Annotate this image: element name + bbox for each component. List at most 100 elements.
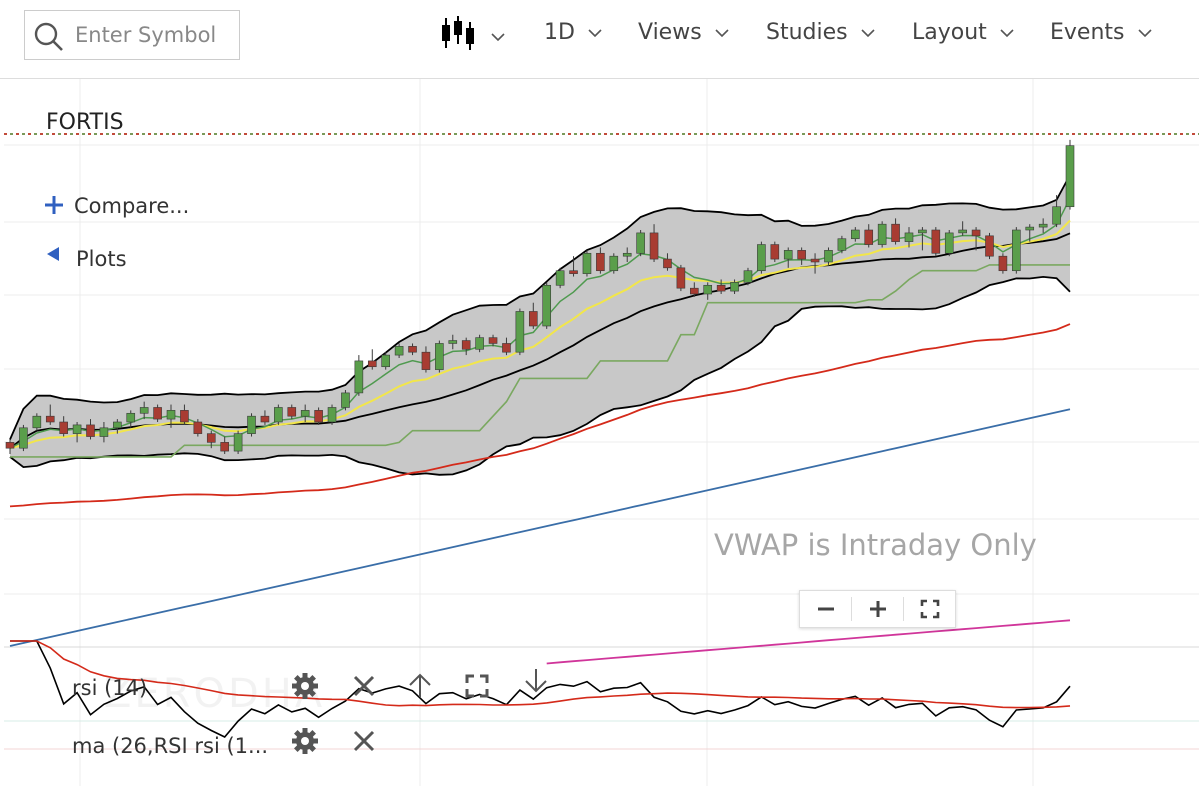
- candle-down: [367, 360, 377, 368]
- candle-down: [260, 415, 270, 423]
- candle-up: [327, 407, 337, 423]
- rsi-panel: [10, 640, 1071, 738]
- candle-down: [676, 267, 686, 289]
- candle-up: [448, 340, 458, 344]
- ma-blue-line: [9, 408, 1071, 647]
- events-menu[interactable]: Events: [1050, 20, 1152, 56]
- candle-down: [649, 232, 659, 260]
- candle-down: [716, 284, 726, 292]
- arrow-up-icon[interactable]: [408, 672, 432, 698]
- candle-up: [1038, 223, 1048, 228]
- chart-type-menu[interactable]: [438, 16, 505, 56]
- candle-down: [488, 337, 498, 344]
- ma-yellow-line: [9, 219, 1071, 450]
- compare-label: Compare...: [74, 194, 190, 218]
- candle-up: [958, 229, 967, 234]
- candle-down: [180, 410, 189, 423]
- compare-button[interactable]: Compare...: [44, 194, 189, 218]
- candle-up: [99, 427, 109, 437]
- candle-down: [770, 244, 780, 260]
- ma-red-line: [9, 323, 1071, 508]
- price-chart[interactable]: ZERODHA: [4, 79, 1199, 786]
- candle-down: [220, 442, 229, 452]
- candle-up: [341, 392, 350, 408]
- plus-icon: [869, 601, 886, 617]
- candle-down: [45, 415, 55, 423]
- candle-down: [5, 442, 15, 449]
- candle-down: [596, 252, 605, 272]
- search-input[interactable]: [75, 19, 235, 51]
- search-box[interactable]: [24, 10, 240, 60]
- close-icon[interactable]: [353, 730, 375, 752]
- candle-down: [86, 424, 95, 437]
- rsi-line: [10, 640, 1071, 738]
- candle-down: [569, 270, 578, 274]
- studies-menu[interactable]: Studies: [766, 20, 875, 56]
- chevron-down-icon: [1000, 29, 1014, 38]
- candle-up: [609, 255, 619, 272]
- candle-down: [502, 343, 511, 353]
- candle-up: [877, 223, 887, 245]
- plots-label: Plots: [76, 247, 127, 271]
- candle-up: [542, 284, 552, 327]
- candle-up: [247, 415, 256, 434]
- fullscreen-icon: [920, 599, 939, 619]
- chevron-down-icon: [1137, 29, 1152, 38]
- plots-button[interactable]: Plots: [44, 246, 127, 271]
- candle-up: [233, 433, 243, 452]
- candle-up: [113, 421, 122, 429]
- candle-down: [528, 311, 538, 327]
- candle-up: [622, 252, 632, 257]
- gear-icon[interactable]: [291, 727, 319, 755]
- candle-up: [126, 412, 136, 423]
- close-icon[interactable]: [353, 675, 375, 697]
- caret-left-icon: [47, 247, 59, 261]
- candle-down: [314, 410, 323, 423]
- gear-icon[interactable]: [291, 672, 319, 700]
- candle-down: [931, 229, 941, 254]
- zoom-out-button[interactable]: [800, 591, 851, 627]
- candle-down: [985, 235, 994, 257]
- candle-down: [663, 258, 672, 269]
- candle-down: [998, 255, 1008, 272]
- ma-panel-label: ma (26,RSI rsi (1...: [72, 734, 269, 758]
- rsi-ma-line: [10, 640, 1071, 709]
- candle-up: [19, 427, 28, 449]
- band-upper-line: [9, 174, 1071, 440]
- plus-icon: [45, 196, 63, 214]
- interval-menu[interactable]: 1D: [544, 20, 602, 56]
- candle-up: [1025, 226, 1035, 231]
- candles: [5, 139, 1075, 454]
- candle-up: [783, 250, 793, 260]
- symbol-label: FORTIS: [46, 110, 124, 135]
- step-line: [10, 264, 1070, 458]
- candle-up: [381, 354, 390, 368]
- candle-up: [636, 232, 645, 254]
- views-menu[interactable]: Views: [638, 20, 729, 56]
- arrow-down-icon[interactable]: [524, 668, 548, 694]
- events-label: Events: [1050, 20, 1125, 45]
- fit-screen-button[interactable]: [904, 591, 955, 627]
- candle-down: [891, 223, 900, 242]
- candle-up: [435, 343, 444, 370]
- candle-up: [475, 337, 484, 350]
- vwap-notice: VWAP is Intraday Only: [714, 528, 1037, 562]
- candle-up: [300, 410, 310, 417]
- candle-down: [971, 229, 981, 237]
- zoom-in-button[interactable]: [852, 591, 903, 627]
- views-label: Views: [638, 20, 702, 45]
- candlestick-icon: [442, 16, 474, 50]
- candle-up: [32, 415, 42, 429]
- candle-down: [153, 407, 162, 420]
- rsi-panel-label: rsi (14): [72, 676, 148, 700]
- candle-up: [166, 410, 176, 420]
- chevron-down-icon: [715, 29, 729, 38]
- candle-up: [851, 229, 860, 240]
- layout-menu[interactable]: Layout: [912, 20, 1014, 56]
- chevron-down-icon: [588, 29, 602, 38]
- candle-up: [1012, 229, 1021, 272]
- expand-icon[interactable]: [465, 674, 489, 698]
- studies-label: Studies: [766, 20, 848, 45]
- zoom-controls: [799, 590, 956, 628]
- candle-down: [461, 340, 471, 350]
